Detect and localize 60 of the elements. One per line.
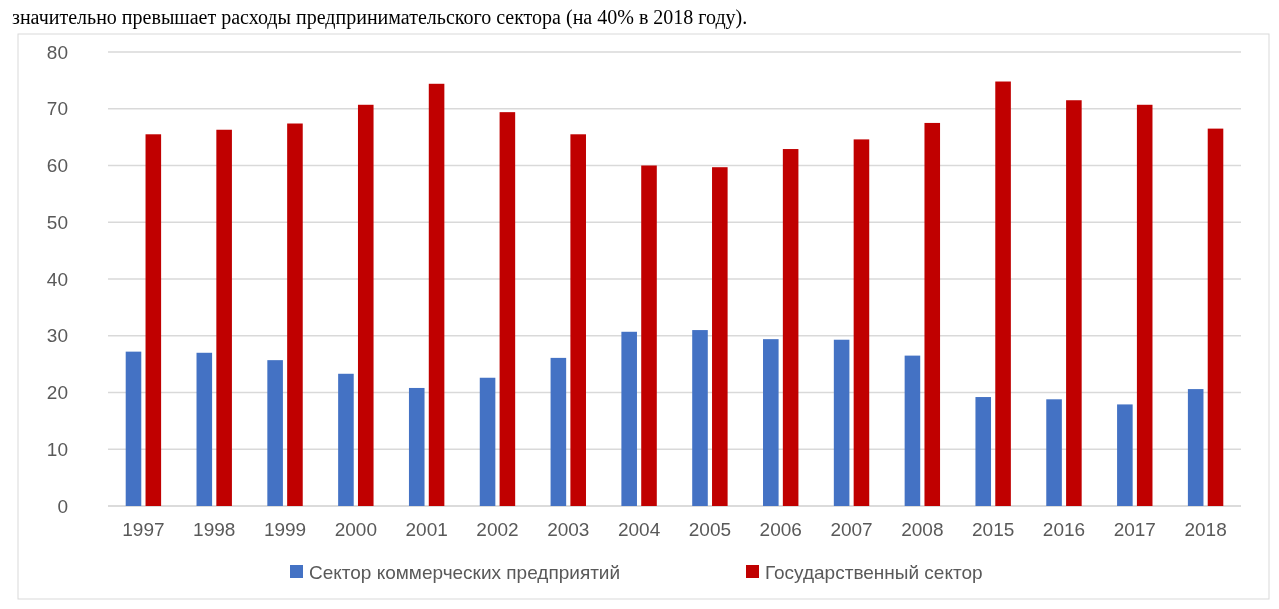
bar: [1207, 128, 1224, 506]
bar: [975, 397, 992, 506]
bar: [267, 360, 283, 506]
bar: [692, 330, 708, 506]
y-tick-label: 80: [46, 41, 68, 63]
bar: [924, 122, 941, 506]
bar: [338, 373, 354, 506]
bar: [1046, 399, 1062, 506]
y-tick-label: 60: [46, 155, 68, 177]
y-tick-label: 50: [46, 211, 68, 233]
bar: [499, 112, 516, 506]
x-tick-label: 2015: [972, 519, 1015, 540]
text: значительно превышает расходы предпринимательского сектора (на 40% в 2018 году).: [12, 6, 748, 29]
x-tick-label: 2006: [759, 519, 802, 540]
x-tick-label: 2007: [830, 519, 873, 540]
x-tick-label: 1997: [122, 519, 165, 540]
x-tick-label: 2000: [334, 519, 377, 540]
bar: [712, 167, 728, 506]
x-tick-label: 2003: [547, 519, 590, 540]
x-tick-label: 2002: [476, 519, 519, 540]
bar: [763, 339, 779, 506]
x-tick-label: 2008: [901, 519, 944, 540]
bar: [145, 134, 162, 506]
bar: [125, 351, 142, 506]
x-tick-label: 1998: [193, 519, 236, 540]
bar: [904, 355, 921, 506]
bar: [833, 339, 850, 506]
bar: [570, 134, 586, 506]
bar: [641, 165, 657, 506]
legend-label: Сектор коммерческих предприятий: [309, 561, 621, 583]
bar: [621, 331, 637, 506]
bar: [1136, 104, 1153, 506]
bar: [995, 81, 1011, 506]
y-tick-label: 70: [46, 98, 68, 120]
x-tick-label: 2001: [405, 519, 448, 540]
y-tick-label: 0: [57, 495, 68, 517]
legend-label: Государственный сектор: [765, 561, 983, 583]
x-tick-label: 2018: [1184, 519, 1227, 540]
bar: [1187, 389, 1204, 506]
bar: [287, 123, 303, 506]
bar: [550, 357, 567, 506]
x-tick-label: 2005: [688, 519, 732, 540]
bar: [428, 83, 445, 506]
x-tick-label: 2016: [1042, 519, 1086, 540]
y-tick-label: 30: [46, 325, 68, 347]
bar: [408, 387, 425, 506]
bar: [853, 139, 870, 506]
x-tick-label: 2017: [1113, 519, 1156, 540]
x-tick-label: 1999: [263, 519, 307, 540]
y-tick-label: 10: [46, 438, 68, 460]
bar: [479, 377, 496, 506]
bar: [357, 104, 374, 506]
y-tick-label: 40: [46, 268, 68, 290]
bar: [782, 149, 799, 506]
x-tick-label: 2004: [617, 519, 661, 540]
bar: [196, 352, 213, 506]
bar: [1066, 100, 1082, 506]
bar: [1117, 404, 1133, 506]
y-tick-label: 20: [46, 382, 68, 404]
bar: [216, 129, 232, 506]
